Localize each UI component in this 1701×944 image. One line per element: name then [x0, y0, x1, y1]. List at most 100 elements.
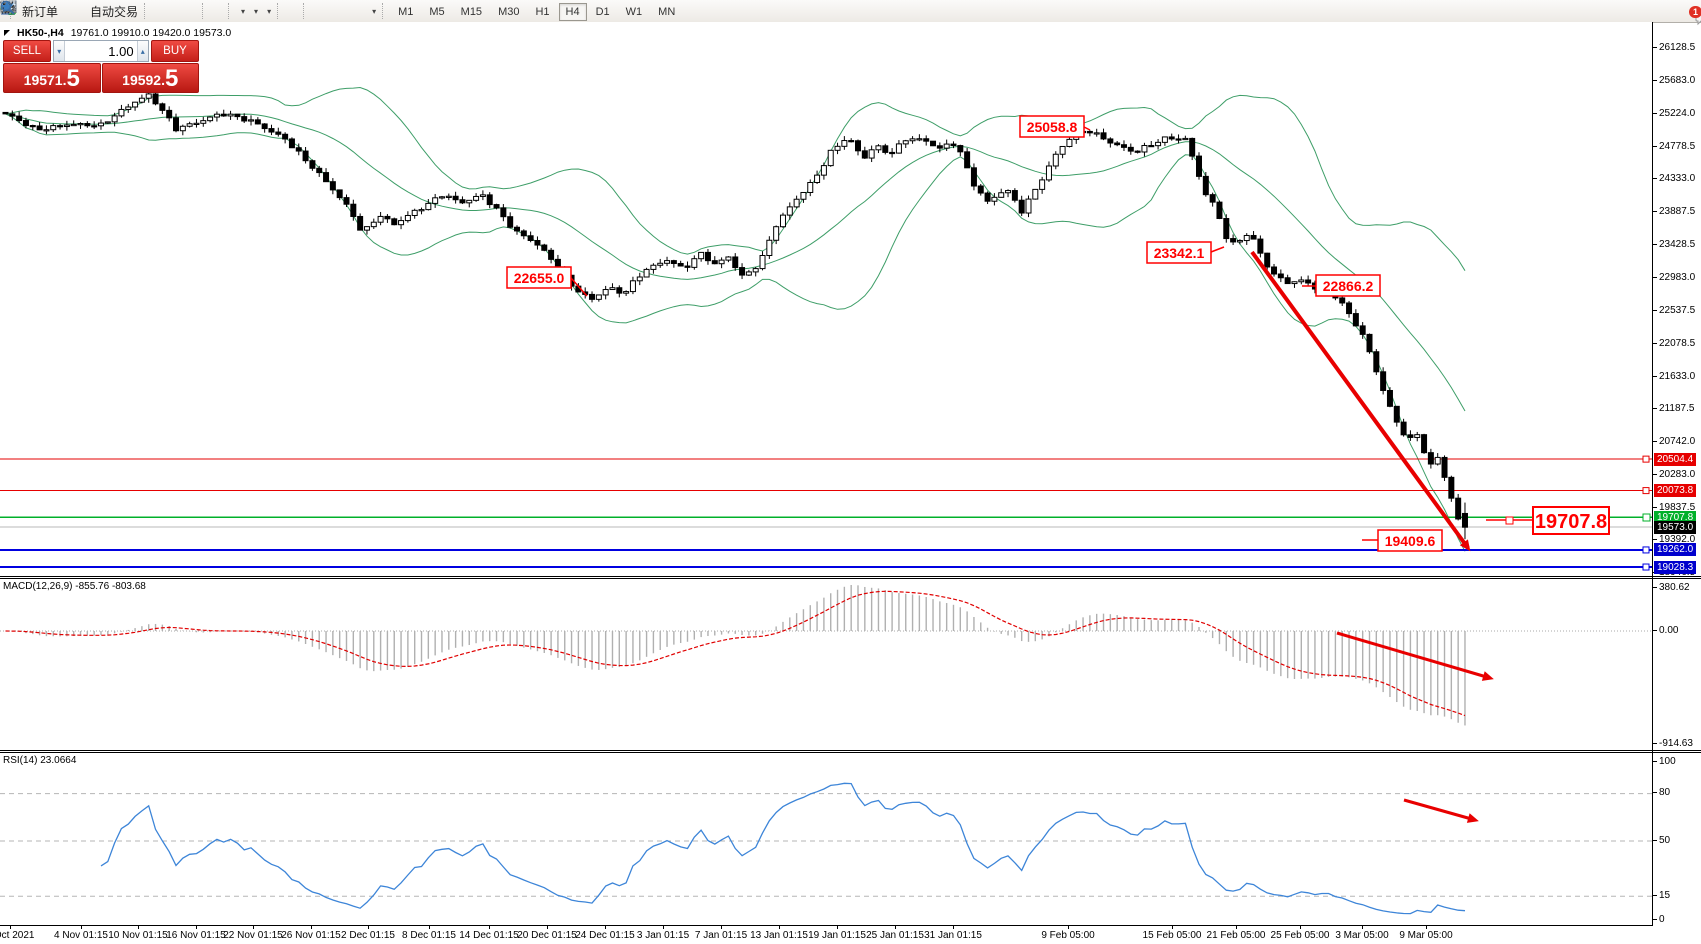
date-tick	[663, 925, 664, 929]
candle-body	[36, 125, 43, 131]
price-badge: 19573.0	[1654, 520, 1697, 534]
candle-body	[207, 116, 214, 122]
price-annotation-box[interactable]	[1532, 506, 1610, 535]
channel-tool-button[interactable]: E	[0, 1, 343, 21]
price-annotation-box[interactable]	[1315, 274, 1381, 297]
candle-body	[16, 115, 23, 122]
zoom-out-button[interactable]	[1, 1, 192, 21]
annotation-connector	[1210, 246, 1225, 253]
sell-price-panel[interactable]: 19571. 5	[3, 63, 101, 93]
line-handle[interactable]	[1642, 546, 1650, 554]
candle-body	[691, 258, 698, 268]
hline-tool-button[interactable]	[1, 1, 327, 21]
chart-shift-button[interactable]	[2, 1, 226, 21]
text-tool-button[interactable]: A	[2, 0, 359, 21]
timeframe-d1[interactable]: D1	[595, 5, 610, 18]
timeframe-w1[interactable]: W1	[625, 5, 643, 18]
price-annotation-text: 25058.8	[1027, 119, 1078, 135]
timeframe-m5[interactable]: M5	[429, 5, 445, 18]
candle-body	[432, 197, 439, 204]
candle-body	[329, 181, 336, 191]
volume-increase-button[interactable]: ▴	[136, 41, 148, 61]
label-tool-button[interactable]: T	[0, 0, 367, 21]
sell-button[interactable]: SELL	[3, 40, 51, 62]
accounts-button[interactable]	[0, 1, 78, 21]
timeframe-h4[interactable]: H4	[558, 2, 587, 21]
date-label: 2 Dec 01:15	[341, 930, 395, 941]
candle-body	[882, 145, 889, 153]
tick-mark	[1653, 840, 1657, 841]
price-annotation-box[interactable]	[1377, 529, 1443, 552]
candle-body	[616, 287, 623, 294]
tick-mark	[1653, 276, 1657, 278]
pane-separator[interactable]	[0, 750, 1701, 753]
candle-body	[861, 150, 868, 159]
auto-scroll-button[interactable]	[1, 1, 218, 21]
candle-body	[595, 294, 602, 300]
bar-chart-button[interactable]	[2, 1, 160, 21]
volume-input[interactable]	[65, 41, 137, 61]
date-label: 7 Jan 01:15	[694, 930, 748, 941]
search-icon[interactable]	[0, 0, 15, 15]
autotrade-button[interactable]: 自动交易	[0, 1, 142, 21]
price-tick: 22537.5	[1653, 305, 1695, 316]
rsi-canvas[interactable]	[0, 753, 1652, 925]
candle-body	[1202, 175, 1209, 196]
timeframe-m1[interactable]: M1	[398, 5, 414, 18]
tick-mark	[1653, 440, 1657, 442]
candle-body	[173, 117, 179, 132]
templates-button[interactable]: ▾	[0, 0, 275, 21]
line-handle[interactable]	[1642, 455, 1650, 463]
timeframe-m15[interactable]: M15	[460, 5, 483, 18]
timeframe-h1[interactable]: H1	[535, 5, 550, 18]
timeframe-mn[interactable]: MN	[658, 5, 676, 18]
candle-body	[425, 202, 432, 211]
pane-separator[interactable]	[0, 576, 1701, 579]
price-annotation-box[interactable]	[1146, 241, 1212, 264]
timeframe-m30[interactable]: M30	[498, 5, 520, 18]
zoom-in-button[interactable]	[1, 1, 184, 21]
buy-price-panel[interactable]: 19592. 5	[101, 63, 199, 93]
trendline-tool-button[interactable]	[1, 1, 335, 21]
tile-windows-button[interactable]	[0, 0, 200, 21]
market-button[interactable]	[1, 0, 70, 21]
main-chart-canvas[interactable]: 25058.8 23342.1 22866.2 22655.0 19409.6 19707…	[0, 22, 1652, 577]
profiles-button[interactable]: ▾	[0, 0, 262, 21]
candle-body	[1421, 434, 1428, 454]
price-annotation-box[interactable]	[506, 266, 572, 289]
candle-body	[323, 172, 330, 183]
buy-button[interactable]: BUY	[151, 40, 199, 62]
main-chart-pane: HK50-,H4 19761.0 19910.0 19420.0 19573.0…	[0, 22, 1652, 577]
rsi-axis-label: 0	[1653, 914, 1665, 925]
candle-body	[1250, 234, 1257, 240]
trend-arrow[interactable]	[1336, 631, 1491, 680]
tick-mark	[1653, 895, 1657, 896]
price-annotation-box[interactable]	[1019, 115, 1085, 138]
price-badge: 20073.8	[1654, 484, 1697, 498]
new-order-button[interactable]: 新订单	[1, 0, 62, 21]
annotation-handle[interactable]	[1505, 516, 1514, 525]
new-chart-button[interactable]: ▾	[0, 0, 249, 21]
line-handle[interactable]	[1642, 563, 1650, 571]
trend-arrow[interactable]	[1250, 250, 1470, 550]
candle-body	[1264, 252, 1271, 268]
candlestick-chart-button[interactable]	[1, 1, 168, 21]
date-label: 15 Feb 05:00	[1142, 930, 1202, 941]
annotation-connector	[1083, 126, 1091, 131]
cursor-tool-button[interactable]	[3, 1, 293, 21]
vline-tool-button[interactable]	[4, 1, 319, 21]
macd-canvas[interactable]	[0, 579, 1652, 750]
volume-decrease-button[interactable]: ▾	[54, 41, 66, 61]
line-handle[interactable]	[1642, 487, 1650, 495]
line-handle[interactable]	[1642, 513, 1651, 522]
crosshair-tool-button[interactable]	[1, 1, 301, 21]
line-chart-button[interactable]	[0, 1, 176, 21]
signals-button[interactable]	[0, 1, 86, 21]
macd-axis-label: -914.63	[1653, 738, 1693, 749]
fibonacci-tool-button[interactable]: F	[1, 1, 351, 21]
dropdown-caret: ▾	[254, 6, 259, 16]
trend-arrow[interactable]	[1403, 798, 1476, 822]
arrows-tool-button[interactable]: ▾	[1, 1, 380, 21]
bollinger-band	[5, 113, 1466, 552]
